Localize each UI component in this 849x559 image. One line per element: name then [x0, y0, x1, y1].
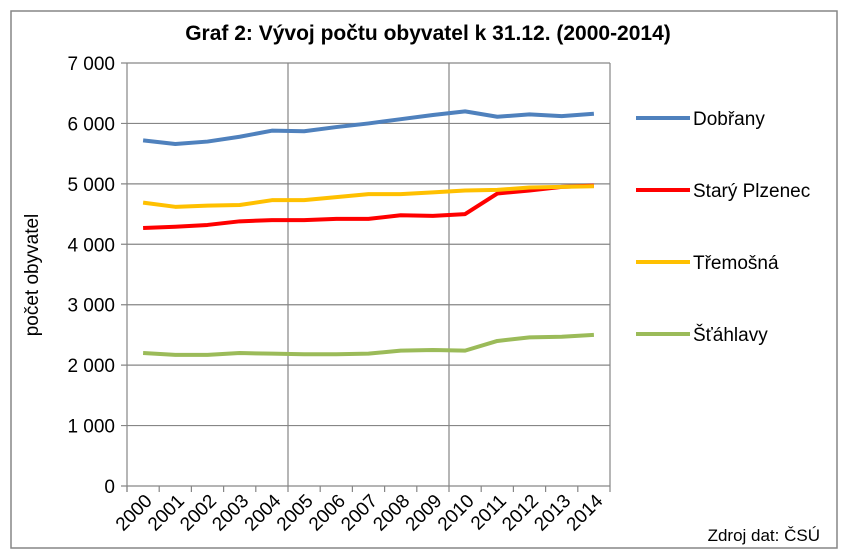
- y-tick-label: 1 000: [67, 417, 115, 438]
- y-tick-label: 3 000: [67, 296, 115, 317]
- y-tick-label: 2 000: [67, 356, 115, 377]
- chart-title: Graf 2: Vývoj počtu obyvatel k 31.12. (2…: [185, 22, 671, 45]
- y-tick-label: 5 000: [67, 175, 115, 196]
- series-line: [142, 109, 595, 146]
- series-line: [142, 332, 595, 357]
- y-tick-label: 7 000: [67, 54, 115, 75]
- y-tick-label: 4 000: [67, 235, 115, 256]
- legend-label: Dobřany: [693, 109, 765, 130]
- y-tick-label: 0: [104, 477, 115, 498]
- y-axis-label: počet obyvatel: [22, 214, 43, 337]
- y-tick-label: 6 000: [67, 114, 115, 135]
- legend-label: Třemošná: [693, 253, 779, 274]
- legend-label: Šťáhlavy: [693, 324, 768, 346]
- source: Zdroj dat: ČSÚ: [708, 526, 820, 545]
- series-line: [142, 184, 594, 209]
- series-line: [143, 183, 594, 230]
- legend-label: Starý Plzenec: [693, 181, 810, 202]
- chart-border: [10, 10, 838, 549]
